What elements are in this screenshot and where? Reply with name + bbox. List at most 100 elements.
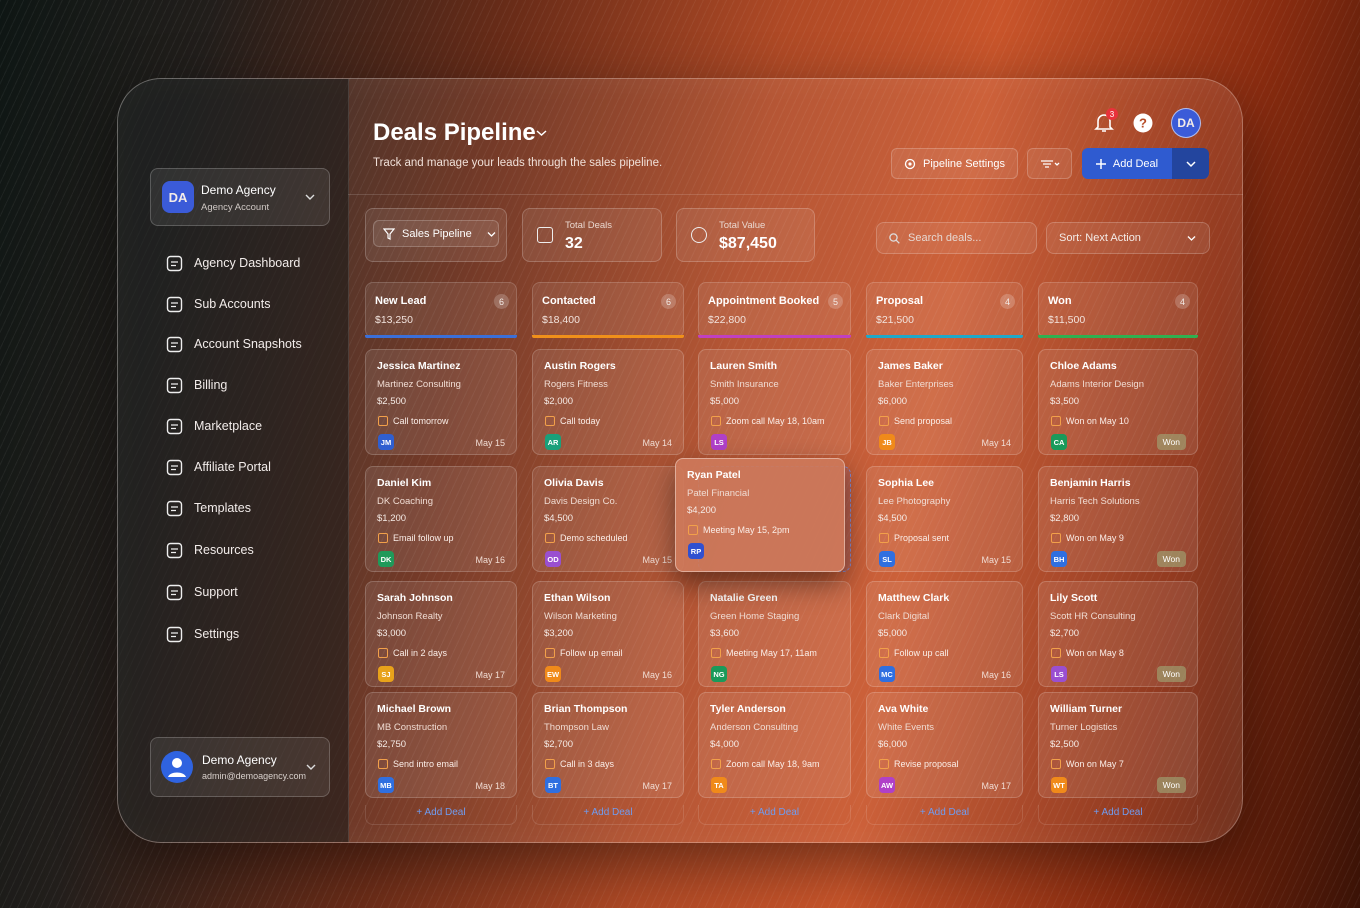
owner-avatar: SJ <box>378 666 394 682</box>
column-total: $22,800 <box>708 314 746 326</box>
owner-avatar: AR <box>545 434 561 450</box>
deal-value: $2,700 <box>544 739 574 750</box>
nav-item[interactable]: Affiliate Portal <box>165 457 271 477</box>
search-box[interactable]: Search deals... <box>876 222 1037 254</box>
filter-button[interactable] <box>1027 148 1072 179</box>
action-icon <box>378 759 388 769</box>
pipeline-selector[interactable]: Sales Pipeline <box>373 220 499 247</box>
pipeline-selector-frame: Sales Pipeline <box>365 208 507 262</box>
action-icon <box>545 533 555 543</box>
nav-item[interactable]: Resources <box>165 540 254 560</box>
nav-label: Marketplace <box>194 419 263 433</box>
deal-card[interactable]: Olivia Davis Davis Design Co. $4,500 Demo s… <box>532 466 684 572</box>
nav-item[interactable]: Sub Accounts <box>165 294 270 314</box>
next-action: Call tomorrow <box>393 416 449 426</box>
add-deal-link[interactable]: + Add Deal <box>698 805 851 825</box>
add-deal-link[interactable]: + Add Deal <box>1038 805 1198 825</box>
deal-card[interactable]: Brian Thompson Thompson Law $2,700 Call in … <box>532 692 684 798</box>
divider <box>348 194 1243 195</box>
profile-avatar[interactable]: DA <box>1171 108 1201 138</box>
stat-icon <box>691 227 707 243</box>
deal-name: Matthew Clark <box>878 592 950 604</box>
button-label: Pipeline Settings <box>923 157 1005 170</box>
deal-card[interactable]: William Turner Turner Logistics $2,500 Won … <box>1038 692 1198 798</box>
next-action: Follow up call <box>894 648 949 658</box>
user-menu[interactable]: Demo Agency admin@demoagency.com <box>150 737 330 797</box>
deal-card[interactable]: Benjamin Harris Harris Tech Solutions $2,8… <box>1038 466 1198 572</box>
deal-card[interactable]: Ethan Wilson Wilson Marketing $3,200 Follow… <box>532 581 684 687</box>
action-icon <box>1051 759 1061 769</box>
deal-card[interactable]: Sarah Johnson Johnson Realty $3,000 Call in… <box>365 581 517 687</box>
deal-company: Lee Photography <box>878 496 951 507</box>
status-badge: Won <box>1156 551 1186 567</box>
next-action: Follow up email <box>560 648 623 658</box>
deal-name: Michael Brown <box>377 703 452 715</box>
deal-card[interactable]: Lauren Smith Smith Insurance $5,000 Zoom ca… <box>698 349 851 455</box>
deal-card[interactable]: Michael Brown MB Construction $2,750 Send i… <box>365 692 517 798</box>
next-action: Meeting May 17, 11am <box>726 648 817 658</box>
deal-name: Olivia Davis <box>544 477 604 489</box>
stat-icon <box>537 227 553 243</box>
nav-label: Templates <box>194 501 251 515</box>
next-action: Won on May 7 <box>1066 759 1124 769</box>
add-deal-menu[interactable] <box>1172 148 1209 179</box>
account-avatar: DA <box>162 181 194 213</box>
add-deal-link[interactable]: + Add Deal <box>365 805 517 825</box>
sort-select[interactable]: Sort: Next Action <box>1046 222 1210 254</box>
deal-card[interactable]: Natalie Green Green Home Staging $3,600 Mee… <box>698 581 851 687</box>
action-icon <box>879 533 889 543</box>
next-action: Proposal sent <box>894 533 950 543</box>
title-chevron[interactable] <box>536 129 547 137</box>
account-name: Demo Agency <box>201 183 276 197</box>
deal-date: May 16 <box>642 670 672 680</box>
action-icon <box>378 533 388 543</box>
nav-item[interactable]: Support <box>165 582 238 602</box>
help-button[interactable]: ? <box>1133 113 1153 133</box>
nav-item[interactable]: Agency Dashboard <box>165 253 300 273</box>
owner-avatar: AW <box>879 777 895 793</box>
deal-card[interactable]: Ava White White Events $6,000 Revise propos… <box>866 692 1023 798</box>
nav-item[interactable]: Billing <box>165 375 227 395</box>
nav-label: Sub Accounts <box>194 297 271 311</box>
add-deal-link[interactable]: + Add Deal <box>866 805 1023 825</box>
next-action: Zoom call May 18, 10am <box>726 416 825 426</box>
next-action: Call today <box>560 416 601 426</box>
nav-item[interactable]: Marketplace <box>165 416 262 436</box>
nav-item[interactable]: Settings <box>165 624 239 644</box>
deal-card[interactable]: Tyler Anderson Anderson Consulting $4,000 Z… <box>698 692 851 798</box>
deal-value: $2,500 <box>377 396 407 407</box>
deal-name: Tyler Anderson <box>710 703 786 715</box>
deal-card[interactable]: Lily Scott Scott HR Consulting $2,700 Won o… <box>1038 581 1198 687</box>
deal-company: Davis Design Co. <box>544 496 618 507</box>
add-deal-button[interactable]: Add Deal <box>1082 148 1172 179</box>
column-header: New Lead $13,250 6 <box>365 282 517 338</box>
nav-item[interactable]: Templates <box>165 498 251 518</box>
action-icon <box>545 648 555 658</box>
deal-card[interactable]: Daniel Kim DK Coaching $1,200 Email follow … <box>365 466 517 572</box>
deal-company: Harris Tech Solutions <box>1050 496 1140 507</box>
owner-avatar: WT <box>1051 777 1067 793</box>
deal-card[interactable]: Matthew Clark Clark Digital $5,000 Follow u… <box>866 581 1023 687</box>
deal-name: William Turner <box>1050 703 1123 715</box>
next-action: Email follow up <box>393 533 454 543</box>
deal-name: Benjamin Harris <box>1050 477 1131 489</box>
column-total: $21,500 <box>876 314 914 326</box>
nav-item[interactable]: Account Snapshots <box>165 334 302 354</box>
deal-card[interactable]: Chloe Adams Adams Interior Design $3,500 Wo… <box>1038 349 1198 455</box>
account-switcher[interactable]: DA Demo Agency Agency Account <box>150 168 330 226</box>
pipeline-settings-button[interactable]: Pipeline Settings <box>891 148 1018 179</box>
action-icon <box>711 648 721 658</box>
deal-card[interactable]: Austin Rogers Rogers Fitness $2,000 Call to… <box>532 349 684 455</box>
deal-card[interactable]: Ryan Patel Patel Financial $4,200 Meeting M… <box>675 458 845 572</box>
deal-value: $4,500 <box>878 513 908 524</box>
add-deal-link[interactable]: + Add Deal <box>532 805 684 825</box>
deal-card[interactable]: Jessica Martinez Martinez Consulting $2,50… <box>365 349 517 455</box>
deal-card[interactable]: Sophia Lee Lee Photography $4,500 Proposal … <box>866 466 1023 572</box>
deal-company: Turner Logistics <box>1050 722 1118 733</box>
next-action: Won on May 9 <box>1066 533 1124 543</box>
app-window <box>117 78 1243 843</box>
stat-value: $87,450 <box>719 235 777 252</box>
nav-label: Resources <box>194 543 254 557</box>
deal-card[interactable]: James Baker Baker Enterprises $6,000 Send p… <box>866 349 1023 455</box>
column-count: 4 <box>1175 294 1190 309</box>
